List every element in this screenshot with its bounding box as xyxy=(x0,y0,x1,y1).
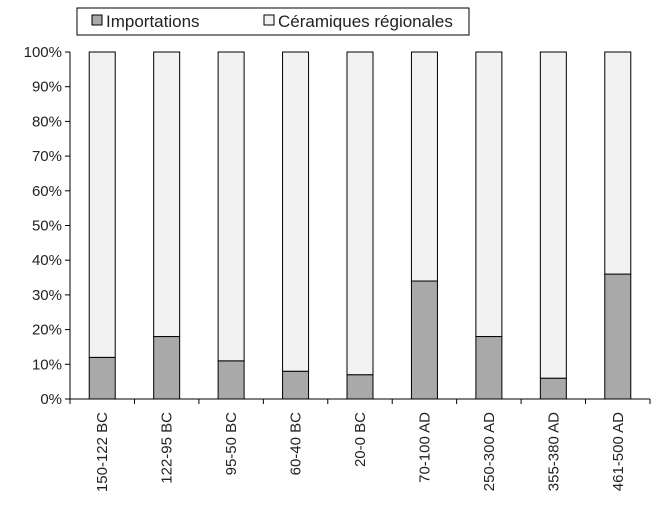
bar-importations-122-95-bc xyxy=(153,336,181,400)
legend-swatch-ceramiques-regionales xyxy=(263,14,275,26)
x-tick-label: 250-300 AD xyxy=(481,412,498,491)
x-tick-label: 150-122 BC xyxy=(94,412,111,492)
x-tick-label: 60-40 BC xyxy=(288,412,305,476)
bar-importations-461-500-ad xyxy=(604,273,632,400)
x-tick-label: 70-100 AD xyxy=(416,412,433,483)
x-tick-label: 20-0 BC xyxy=(352,412,369,467)
bar-ceramiques-regionales-355-380-ad xyxy=(539,51,567,379)
bars xyxy=(88,51,632,400)
y-tick-label: 10% xyxy=(32,356,62,373)
bar-ceramiques-regionales-70-100-ad xyxy=(410,51,438,282)
legend-swatch-importations xyxy=(91,14,103,26)
y-tick-label: 20% xyxy=(32,322,62,339)
bar-importations-20-0-bc xyxy=(346,374,374,400)
bar-importations-70-100-ad xyxy=(410,280,438,400)
y-tick-label: 80% xyxy=(32,113,62,130)
y-axis: 0% 10% 20% 30% 40% 50% 60% 70% 80% 90% 100% xyxy=(24,44,71,408)
bar-ceramiques-regionales-122-95-bc xyxy=(153,51,181,338)
y-tick-label: 0% xyxy=(40,391,62,408)
legend-label-ceramiques-regionales: Céramiques régionales xyxy=(278,12,453,31)
bar-importations-95-50-bc xyxy=(217,360,245,400)
bar-importations-150-122-bc xyxy=(88,356,116,400)
bar-importations-60-40-bc xyxy=(282,370,310,400)
bar-ceramiques-regionales-461-500-ad xyxy=(604,51,632,275)
bar-ceramiques-regionales-150-122-bc xyxy=(88,51,116,358)
legend-label-importations: Importations xyxy=(106,12,200,31)
y-tick-label: 60% xyxy=(32,183,62,200)
x-tick-label: 122-95 BC xyxy=(159,412,176,484)
y-tick-label: 30% xyxy=(32,287,62,304)
y-tick-label: 40% xyxy=(32,252,62,269)
bar-ceramiques-regionales-60-40-bc xyxy=(282,51,310,372)
bar-importations-355-380-ad xyxy=(539,377,567,400)
y-tick-label: 70% xyxy=(32,148,62,165)
y-tick-label: 100% xyxy=(24,44,62,61)
y-tick-label: 90% xyxy=(32,79,62,96)
x-axis: 150-122 BC 122-95 BC 95-50 BC 60-40 BC 20-0 … xyxy=(69,398,651,492)
bar-ceramiques-regionales-95-50-bc xyxy=(217,51,245,362)
x-tick-label: 95-50 BC xyxy=(223,412,240,476)
bar-ceramiques-regionales-20-0-bc xyxy=(346,51,374,376)
x-tick-label: 355-380 AD xyxy=(545,412,562,491)
y-tick-label: 50% xyxy=(32,218,62,235)
bar-ceramiques-regionales-250-300-ad xyxy=(475,51,503,338)
x-tick-label: 461-500 AD xyxy=(610,412,627,491)
legend: Importations Céramiques régionales xyxy=(76,7,470,36)
bar-importations-250-300-ad xyxy=(475,336,503,400)
